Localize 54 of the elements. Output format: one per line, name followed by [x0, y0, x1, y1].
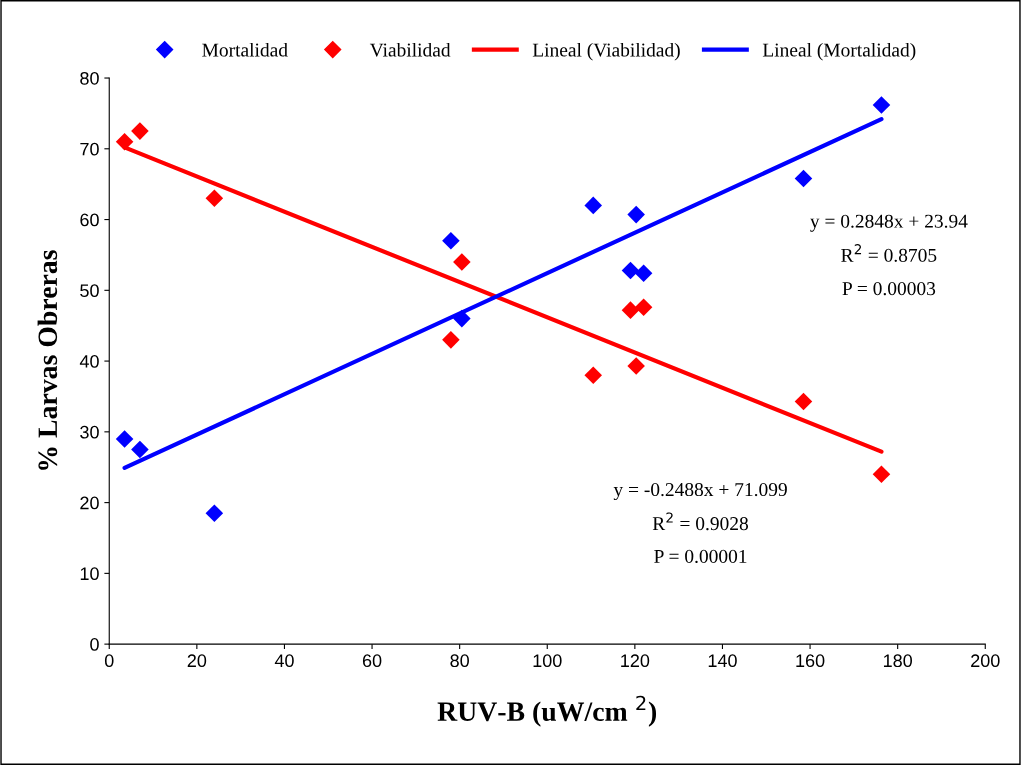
point	[627, 357, 645, 375]
x-tick-label: 200	[971, 654, 1000, 668]
y-tick-label: 10	[80, 567, 99, 581]
point	[794, 169, 813, 188]
x-tick-label: 60	[362, 654, 382, 668]
y-tick-label: 60	[80, 213, 99, 227]
point	[794, 392, 813, 411]
point	[115, 132, 134, 151]
point	[131, 122, 149, 140]
legend-label: Lineal (Mortalidad)	[762, 42, 916, 61]
y-tick-label: 70	[80, 142, 99, 156]
y-tick-label: 80	[80, 71, 99, 85]
point	[205, 504, 224, 522]
point	[442, 232, 460, 250]
annotation: y = -0.2488x + 71.099	[613, 482, 787, 501]
point	[627, 205, 645, 224]
point	[584, 366, 603, 385]
x-tick-label: 160	[796, 654, 825, 668]
y-axis-title: % Larvas Obreras	[37, 250, 58, 470]
y-tick-label: 50	[80, 284, 99, 298]
point	[584, 196, 603, 215]
legend-label: Viabilidad	[369, 42, 451, 57]
annotation: P = 0.00003	[842, 282, 936, 296]
point	[872, 465, 891, 484]
x-tick-label: 40	[274, 654, 294, 668]
x-tick-label: 120	[621, 654, 650, 668]
x-tick-label: 100	[533, 654, 562, 668]
point	[621, 301, 640, 319]
y-tick-label: 40	[79, 355, 99, 368]
point	[634, 264, 653, 283]
point	[205, 189, 224, 208]
point	[453, 253, 471, 271]
legend-label: Mortalidad	[202, 42, 288, 57]
annotation: R$^{2}$ = 0.9028	[652, 512, 749, 531]
annotation: P = 0.00001	[654, 549, 747, 564]
point	[453, 309, 471, 328]
point	[872, 96, 891, 114]
y-tick-label: 0	[90, 638, 99, 651]
annotation: R$^{2}$ = 0.8705	[841, 244, 937, 262]
x-tick-label: 80	[450, 654, 469, 668]
x-tick-label: 180	[883, 654, 913, 668]
point	[115, 430, 134, 448]
point	[131, 440, 149, 459]
point	[442, 331, 460, 349]
x-axis-title: RUV-B (uW/cm $^{2}$)	[437, 695, 657, 727]
y-tick-label: 30	[80, 425, 99, 439]
point	[634, 298, 653, 317]
y-tick-label: 20	[80, 496, 99, 510]
x-tick-label: 0	[104, 654, 114, 668]
point	[621, 261, 640, 280]
legend-label: Lineal (Viabilidad)	[532, 42, 680, 61]
annotation: y = 0.2848x + 23.94	[810, 214, 968, 232]
x-tick-label: 140	[708, 654, 737, 668]
x-tick-label: 20	[187, 654, 207, 668]
